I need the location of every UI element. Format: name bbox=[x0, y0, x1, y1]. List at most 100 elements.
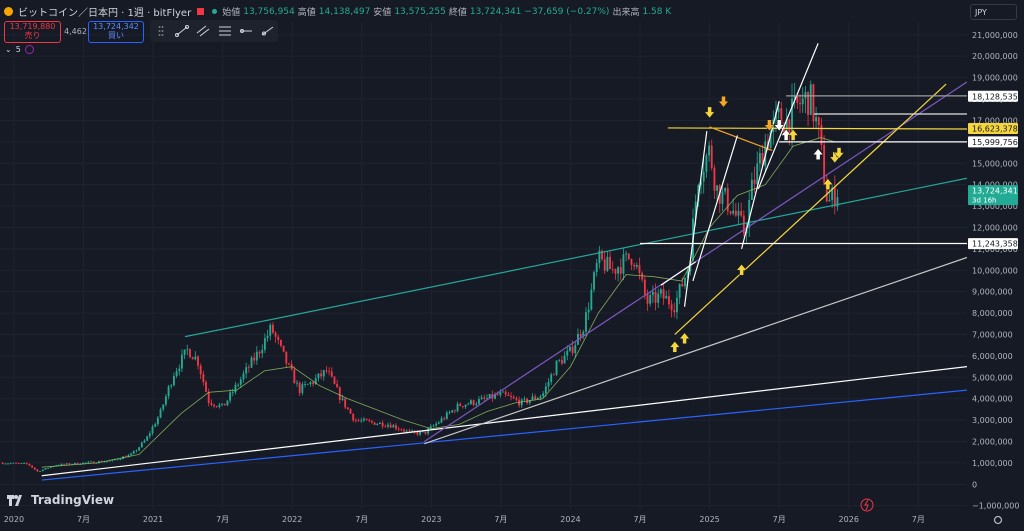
drag-handle-icon[interactable] bbox=[153, 25, 169, 37]
events-lightning-glyph bbox=[864, 499, 869, 511]
trendline bbox=[692, 135, 738, 282]
candle-body bbox=[197, 356, 199, 366]
candle-body bbox=[494, 394, 496, 399]
candle-body bbox=[159, 409, 162, 418]
ray-icon[interactable] bbox=[259, 25, 275, 37]
candle-body bbox=[502, 391, 504, 393]
symbol-title[interactable]: ビットコイン／日本円 · 1週 · bitFlyer bbox=[18, 8, 192, 19]
candle-body bbox=[630, 259, 633, 265]
candle-body bbox=[7, 463, 9, 465]
candle-body bbox=[202, 374, 205, 383]
price-label-box bbox=[968, 185, 1018, 206]
candle-body bbox=[36, 469, 39, 472]
candle-body bbox=[737, 210, 740, 216]
candle-body bbox=[336, 383, 339, 388]
tradingview-logo-icon bbox=[7, 494, 22, 506]
candle-body bbox=[92, 461, 95, 464]
candle-body bbox=[296, 382, 298, 384]
collapse-chevron-icon[interactable]: ⌄ bbox=[5, 45, 12, 54]
candle-body bbox=[598, 250, 601, 264]
candle-body bbox=[788, 119, 791, 135]
candle-body bbox=[734, 210, 737, 216]
events-lightning-icon bbox=[860, 498, 874, 512]
candle-body bbox=[189, 349, 191, 358]
candle-body bbox=[344, 398, 347, 408]
candle-body bbox=[346, 407, 349, 410]
fib-retracement-icon[interactable] bbox=[217, 25, 233, 37]
indicator-legend[interactable]: ⌄ 5 bbox=[5, 45, 34, 54]
settings-gear-icon[interactable] bbox=[993, 515, 1003, 525]
candle-body bbox=[756, 163, 759, 185]
plot-area bbox=[1, 43, 967, 481]
candle-body bbox=[17, 463, 20, 464]
candle-body bbox=[354, 420, 357, 422]
candle-body bbox=[277, 336, 280, 341]
candle-body bbox=[499, 392, 502, 396]
market-status-icon bbox=[212, 9, 218, 14]
candle-body bbox=[721, 191, 724, 204]
candle-body bbox=[823, 144, 826, 185]
candle-body bbox=[429, 426, 432, 429]
candle-body bbox=[143, 440, 146, 443]
buy-button[interactable]: 13,724,342 買い bbox=[88, 21, 144, 43]
candle-body bbox=[210, 402, 213, 405]
candle-body bbox=[542, 393, 545, 397]
currency-selector[interactable]: JPY bbox=[970, 4, 1017, 20]
trend-line-icon[interactable] bbox=[174, 25, 190, 37]
arrow-up-marker bbox=[787, 129, 799, 141]
arrow-down-marker bbox=[704, 106, 716, 119]
y-tick-label: −1,000,000 bbox=[972, 502, 1019, 511]
candle-body bbox=[486, 398, 488, 399]
candle-body bbox=[215, 406, 218, 407]
candle-body bbox=[186, 349, 189, 350]
candle-body bbox=[480, 397, 483, 400]
price-label-box bbox=[968, 90, 1018, 102]
candle-body bbox=[785, 119, 788, 135]
candle-body bbox=[199, 365, 202, 375]
indicator-settings-icon[interactable] bbox=[24, 45, 34, 54]
candle-body bbox=[116, 459, 119, 461]
candle-body bbox=[226, 400, 229, 406]
candle-body bbox=[643, 279, 646, 295]
candle-body bbox=[681, 283, 684, 287]
candle-body bbox=[39, 471, 42, 472]
arrow-up-marker bbox=[679, 332, 691, 345]
candle-body bbox=[108, 460, 111, 462]
candle-body bbox=[9, 463, 12, 465]
candle-body bbox=[702, 171, 705, 182]
candle-body bbox=[250, 357, 253, 368]
candle-body bbox=[90, 461, 92, 463]
candle-body bbox=[408, 430, 411, 432]
candle-body bbox=[614, 269, 617, 274]
indicator-count: 5 bbox=[15, 45, 21, 54]
bar-countdown-label: 3d 16h bbox=[972, 197, 996, 205]
candle-body bbox=[713, 167, 716, 191]
tradingview-logo: TradingView bbox=[7, 493, 114, 507]
candle-body bbox=[603, 259, 606, 271]
candle-body bbox=[253, 357, 256, 361]
candle-body bbox=[587, 309, 590, 313]
y-tick-label: 0 bbox=[972, 480, 977, 489]
candle-body bbox=[320, 373, 323, 377]
horizontal-ray-icon[interactable] bbox=[238, 25, 254, 37]
spread-value: 4,462 bbox=[64, 27, 87, 36]
candle-body bbox=[23, 463, 26, 464]
candle-body bbox=[609, 256, 611, 270]
sell-button[interactable]: 13,719,880 売り bbox=[4, 21, 61, 43]
candle-body bbox=[162, 404, 165, 410]
candle-body bbox=[708, 145, 710, 156]
trendline bbox=[41, 389, 967, 481]
parallel-channel-icon[interactable] bbox=[195, 25, 211, 37]
trendline bbox=[41, 366, 967, 477]
candle-body bbox=[387, 424, 389, 427]
candle-body bbox=[678, 283, 681, 298]
candle-body bbox=[833, 187, 836, 207]
candle-body bbox=[314, 378, 317, 384]
candle-body bbox=[716, 185, 719, 191]
candle-body bbox=[416, 431, 419, 435]
candle-body bbox=[809, 84, 812, 115]
candle-body bbox=[804, 91, 807, 99]
price-label: 11,243,358 bbox=[972, 240, 1018, 249]
